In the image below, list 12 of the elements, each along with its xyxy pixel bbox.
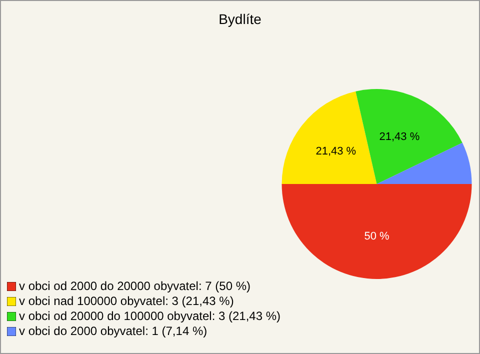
legend-label: v obci od 20000 do 100000 obyvatel: 3 (21,43 %) [19,309,281,324]
legend-label: v obci nad 100000 obyvatel: 3 (21,43 %) [19,294,234,309]
data-label: 21,43 % [316,145,356,158]
pie-slice [282,91,377,184]
data-label: 21,43 % [379,130,420,143]
legend-label: v obci od 2000 do 20000 obyvatel: 7 (50 %) [19,279,250,294]
pie-slice [282,184,472,279]
legend-label: v obci do 2000 obyvatel: 1 (7,14 %) [19,324,208,339]
data-label: 50 % [364,230,390,242]
pie-slice [356,89,462,184]
pie-slice [376,142,472,184]
chart-title: Bydlíte [218,11,262,27]
